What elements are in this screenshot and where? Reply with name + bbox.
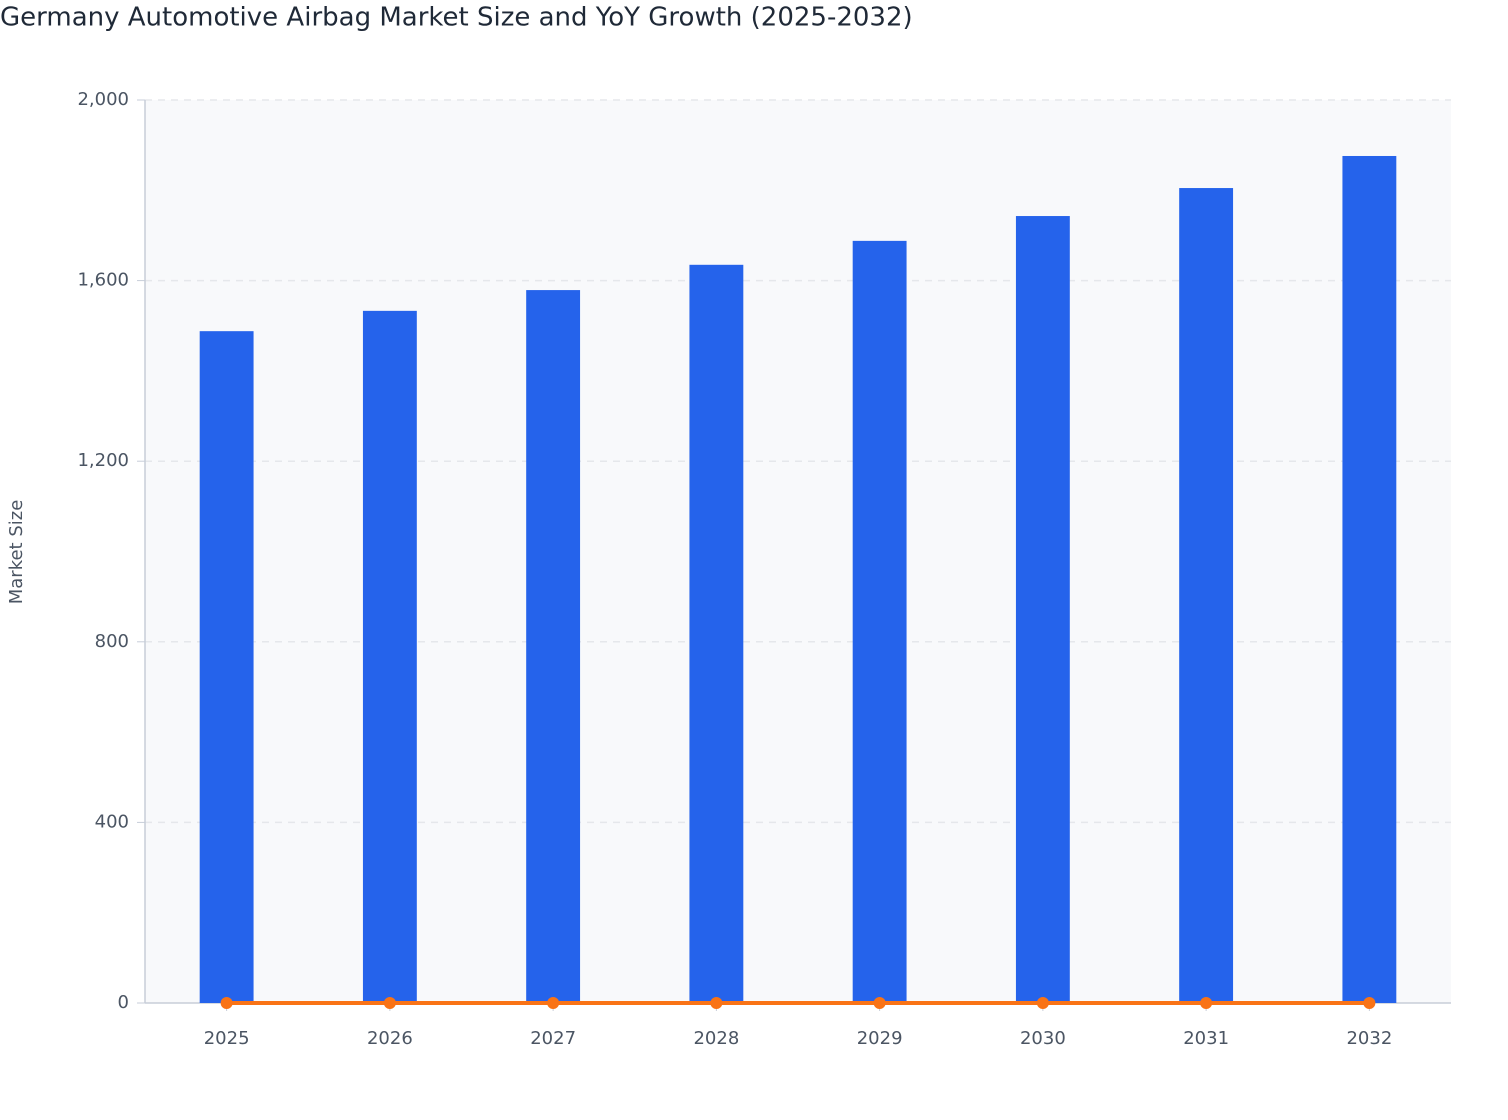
line-point <box>710 997 723 1009</box>
y-tick-label: 1,600 <box>77 270 129 291</box>
y-tick-label: 0 <box>118 992 129 1013</box>
bar <box>362 310 417 1004</box>
line-point <box>1036 997 1049 1009</box>
x-tick-label: 2032 <box>1346 1028 1392 1049</box>
x-tick-label: 2029 <box>857 1028 903 1049</box>
line-point <box>1363 997 1376 1009</box>
y-tick-label: 400 <box>95 811 129 832</box>
y-tick-label: 1,200 <box>77 450 129 471</box>
line-point <box>1200 997 1213 1009</box>
line-point <box>873 997 886 1009</box>
y-tick-label: 2,000 <box>77 89 129 110</box>
x-tick-label: 2027 <box>530 1028 576 1049</box>
x-tick-label: 2030 <box>1020 1028 1066 1049</box>
bar <box>199 331 254 1004</box>
bar <box>1342 155 1397 1004</box>
bar <box>852 240 907 1004</box>
bar <box>1179 188 1234 1004</box>
x-tick-label: 2028 <box>693 1028 739 1049</box>
y-tick-label: 800 <box>95 631 129 652</box>
y-axis-label: Market Size <box>6 500 27 605</box>
chart-title: Germany Automotive Airbag Market Size an… <box>0 3 913 33</box>
x-tick-label: 2031 <box>1183 1028 1229 1049</box>
line-point <box>220 997 233 1009</box>
line-point <box>383 997 396 1009</box>
x-tick-label: 2026 <box>367 1028 413 1049</box>
bar <box>689 264 744 1003</box>
line-point <box>547 997 560 1009</box>
plot-area <box>145 100 1451 1003</box>
x-tick-label: 2025 <box>204 1028 250 1049</box>
bar <box>1015 216 1070 1003</box>
bar <box>526 290 581 1003</box>
